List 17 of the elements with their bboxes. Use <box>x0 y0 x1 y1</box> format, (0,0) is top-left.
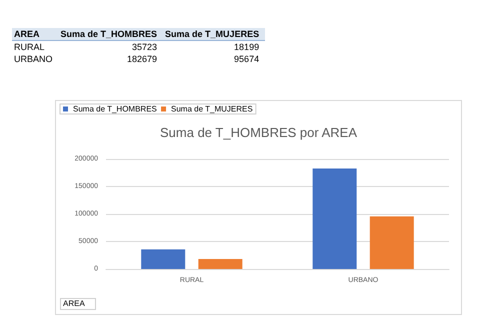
legend-label: Suma de T_HOMBRES <box>73 104 157 114</box>
bar <box>198 258 242 269</box>
data-label: 35723 <box>131 41 158 53</box>
legend-title: AREA <box>12 28 59 40</box>
bar <box>370 216 414 269</box>
text: Suma de T_HOMBRES <box>58 28 164 40</box>
category-label: RURAL <box>13 41 46 53</box>
legend-label: Suma de T_MUJERES <box>171 104 253 114</box>
text: Suma de T_MUJERES <box>163 28 266 40</box>
chart-title: Suma de T_HOMBRES por AREA <box>160 125 358 140</box>
bar <box>312 168 357 269</box>
bar <box>141 249 186 269</box>
data-label: 95674 <box>233 53 260 65</box>
x-axis-title: AREA <box>60 298 96 310</box>
data-label: 182679 <box>126 53 158 65</box>
data-label: 18199 <box>233 41 260 53</box>
category-label: URBANO <box>13 53 54 65</box>
